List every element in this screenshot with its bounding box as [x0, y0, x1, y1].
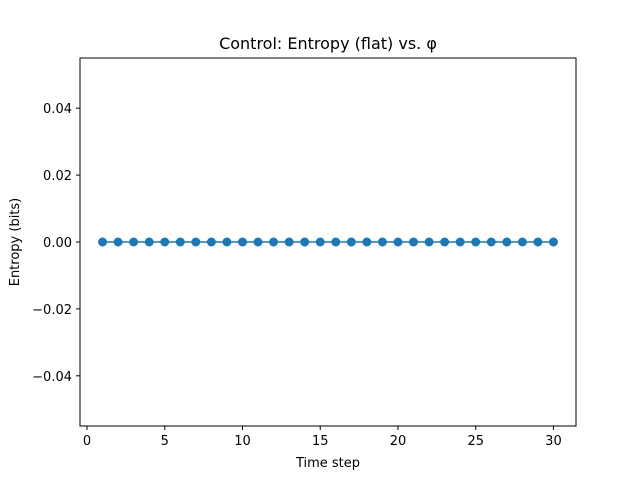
y-axis: −0.04 −0.02 0.00 0.02 0.04 [32, 102, 80, 385]
data-point [393, 237, 403, 247]
x-tick-label: 15 [312, 434, 329, 449]
y-axis-label: Entropy (bits) [8, 198, 23, 287]
chart-title: Control: Entropy (flat) vs. φ [219, 34, 437, 53]
plot-area [98, 237, 558, 247]
data-point [440, 237, 450, 247]
data-point [502, 237, 512, 247]
data-point [144, 237, 154, 247]
data-point [98, 237, 108, 247]
data-point [253, 237, 263, 247]
data-point [409, 237, 419, 247]
data-point [424, 237, 434, 247]
x-axis-label: Time step [295, 456, 360, 471]
data-point [346, 237, 356, 247]
data-point [222, 237, 232, 247]
axes-frame [79, 57, 577, 427]
x-tick-label: 25 [467, 434, 484, 449]
data-point [315, 237, 325, 247]
data-point [175, 237, 185, 247]
data-point [486, 237, 496, 247]
data-point [237, 237, 247, 247]
y-tick-label: −0.04 [32, 370, 72, 385]
data-point [331, 237, 341, 247]
x-tick-label: 20 [390, 434, 407, 449]
x-tick-label: 10 [234, 434, 251, 449]
data-point [129, 237, 139, 247]
data-point [533, 237, 543, 247]
x-tick-label: 0 [83, 434, 91, 449]
y-tick-label: 0.00 [43, 236, 72, 251]
y-tick-label: 0.02 [43, 169, 72, 184]
data-point [362, 237, 372, 247]
data-point [269, 237, 279, 247]
x-tick-label: 30 [545, 434, 562, 449]
data-point [300, 237, 310, 247]
y-tick-label: −0.02 [32, 303, 72, 318]
data-point [455, 237, 465, 247]
data-point [191, 237, 201, 247]
data-point [284, 237, 294, 247]
y-tick-label: 0.04 [43, 102, 72, 117]
data-point [113, 237, 123, 247]
data-point [160, 237, 170, 247]
data-point [548, 237, 558, 247]
data-point [471, 237, 481, 247]
x-axis: 0 5 10 15 20 25 30 [83, 426, 562, 449]
data-point [517, 237, 527, 247]
data-point [206, 237, 216, 247]
x-tick-label: 5 [161, 434, 169, 449]
data-point [377, 237, 387, 247]
